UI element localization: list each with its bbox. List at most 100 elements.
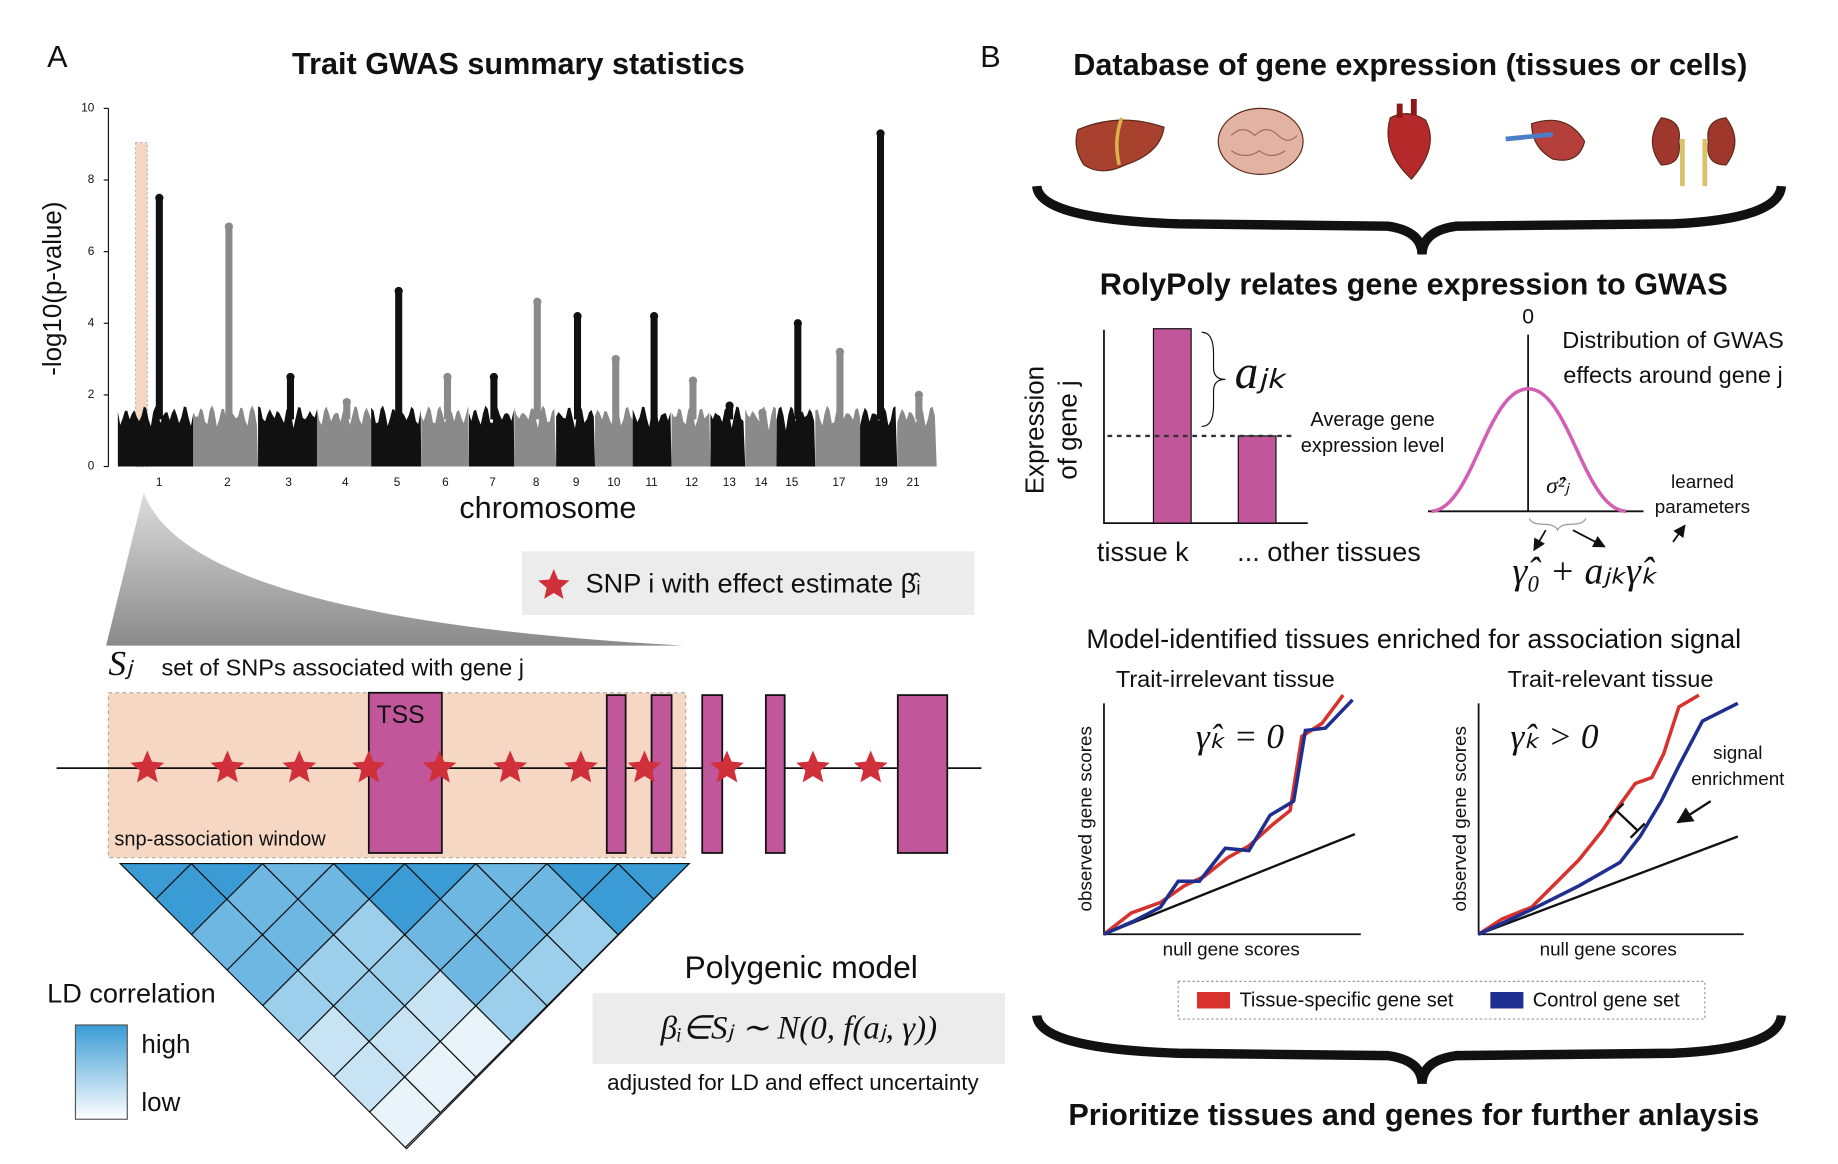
- signal: signal: [1713, 742, 1762, 763]
- ajk: aⱼₖ: [1235, 347, 1288, 399]
- x-axis-label: chromosome: [459, 491, 636, 525]
- x-tick-label: 21: [907, 476, 920, 489]
- snp-band: [117, 406, 194, 467]
- set-symbol: Sⱼ: [108, 644, 134, 683]
- enrich-title: Model-identified tissues enriched for as…: [1086, 623, 1741, 654]
- peak-point: [394, 286, 403, 296]
- star: [710, 750, 744, 783]
- gamma: γ̂ₖ > 0: [1510, 717, 1598, 756]
- peak-point: [533, 297, 542, 306]
- x-axis-label: null gene scores: [1540, 939, 1677, 960]
- y-axis-label: observed gene scores: [1449, 726, 1470, 911]
- qq-plots: [1102, 693, 1744, 936]
- star: [351, 750, 386, 783]
- x-tick-label: 10: [607, 476, 621, 489]
- dist: effects around gene j: [1563, 362, 1783, 388]
- peak-point: [725, 401, 734, 410]
- peak-point: [793, 319, 802, 328]
- param-formula: γ̂₀ + aⱼₖγ̂ₖ: [1512, 551, 1658, 593]
- x-tick-label: 17: [832, 476, 845, 489]
- x-tick-label: 4: [342, 476, 349, 489]
- snp-band: [595, 405, 633, 467]
- signal: enrichment: [1691, 768, 1785, 789]
- x-tick-label: 12: [685, 476, 698, 489]
- x-tick-label: 11: [645, 476, 657, 489]
- ld-matrix: [120, 863, 690, 1149]
- peak-column: [155, 197, 163, 420]
- peak-column: [836, 351, 844, 420]
- x-tick-label: 14: [755, 476, 769, 489]
- window-label: snp-association window: [114, 828, 326, 850]
- brace: [1032, 1014, 1787, 1085]
- peak-point: [489, 372, 499, 382]
- gamma: γ̂ₖ = 0: [1196, 717, 1284, 756]
- y-tick-label: 0: [88, 460, 95, 473]
- x-tick-label: 5: [394, 476, 401, 489]
- learned: learned: [1671, 471, 1734, 492]
- title: Database of gene expression (tissues or …: [1073, 48, 1747, 82]
- panel-label: A: [47, 40, 68, 74]
- bar: [1237, 435, 1277, 524]
- star: [564, 750, 598, 783]
- snp-band: [514, 405, 557, 467]
- snp-band: [632, 406, 672, 467]
- legend: Tissue-specific gene set Control gene set: [1197, 990, 1680, 1012]
- snp-band: [671, 405, 711, 467]
- bar: [1152, 328, 1192, 524]
- x-tick-label: 9: [573, 476, 580, 489]
- legend-box: [521, 551, 975, 615]
- peak-column: [443, 377, 452, 420]
- peak-point: [835, 347, 845, 357]
- peak-point: [649, 311, 659, 321]
- x-tick-label: 7: [489, 476, 496, 489]
- x-tick-label: 15: [785, 476, 799, 489]
- y-tick-label: 2: [88, 388, 95, 401]
- zoom-fan: [106, 492, 684, 646]
- peak-point: [443, 372, 452, 382]
- tss: TSS: [377, 702, 425, 729]
- x-tick-label: 3: [285, 476, 292, 489]
- star: [853, 750, 888, 783]
- expr-label: Expression: [1022, 366, 1050, 494]
- snp-band: [421, 405, 469, 467]
- snp-band: [258, 405, 317, 467]
- brace: [1528, 518, 1587, 532]
- sigma: σ̂²ⱼ: [1546, 473, 1571, 499]
- legend-star: [538, 569, 570, 599]
- peak-column: [573, 316, 582, 420]
- y-tick-label: 4: [88, 316, 95, 329]
- peak-column: [915, 394, 923, 420]
- star: [796, 750, 830, 783]
- manhattan: [117, 129, 937, 467]
- organs: [1075, 98, 1736, 187]
- brace: [1032, 185, 1787, 255]
- exons: [367, 691, 949, 854]
- ld-title: LD correlation: [47, 978, 216, 1009]
- footer: Prioritize tissues and genes for further…: [1068, 1098, 1759, 1132]
- legend-swatch: [1197, 991, 1231, 1009]
- y-tick-label: 10: [81, 101, 95, 114]
- arrows: [1533, 524, 1686, 552]
- snp-band: [556, 405, 596, 467]
- star: [493, 750, 528, 783]
- zero: 0: [1522, 306, 1534, 329]
- set-text: set of SNPs associated with gene j: [161, 654, 524, 680]
- snp-band: [316, 406, 372, 467]
- snp-band: [776, 406, 816, 467]
- formula-box: [592, 993, 1006, 1064]
- brace: [1201, 331, 1226, 428]
- legend-text: SNP i with effect estimate β̂ᵢ: [586, 568, 922, 599]
- peak-point: [688, 376, 698, 385]
- x-tick-label: 19: [875, 476, 888, 489]
- star: [627, 750, 662, 783]
- other: ... other tissues: [1237, 536, 1421, 567]
- peak-point: [758, 408, 767, 417]
- peak-column: [225, 226, 233, 420]
- y-axis-label: observed gene scores: [1074, 726, 1095, 911]
- snp-band: [745, 406, 777, 467]
- y-tick-label: 6: [88, 245, 95, 258]
- ld-low: low: [141, 1089, 180, 1117]
- peak-point: [342, 397, 351, 407]
- star: [282, 750, 317, 783]
- peak-point: [611, 354, 620, 364]
